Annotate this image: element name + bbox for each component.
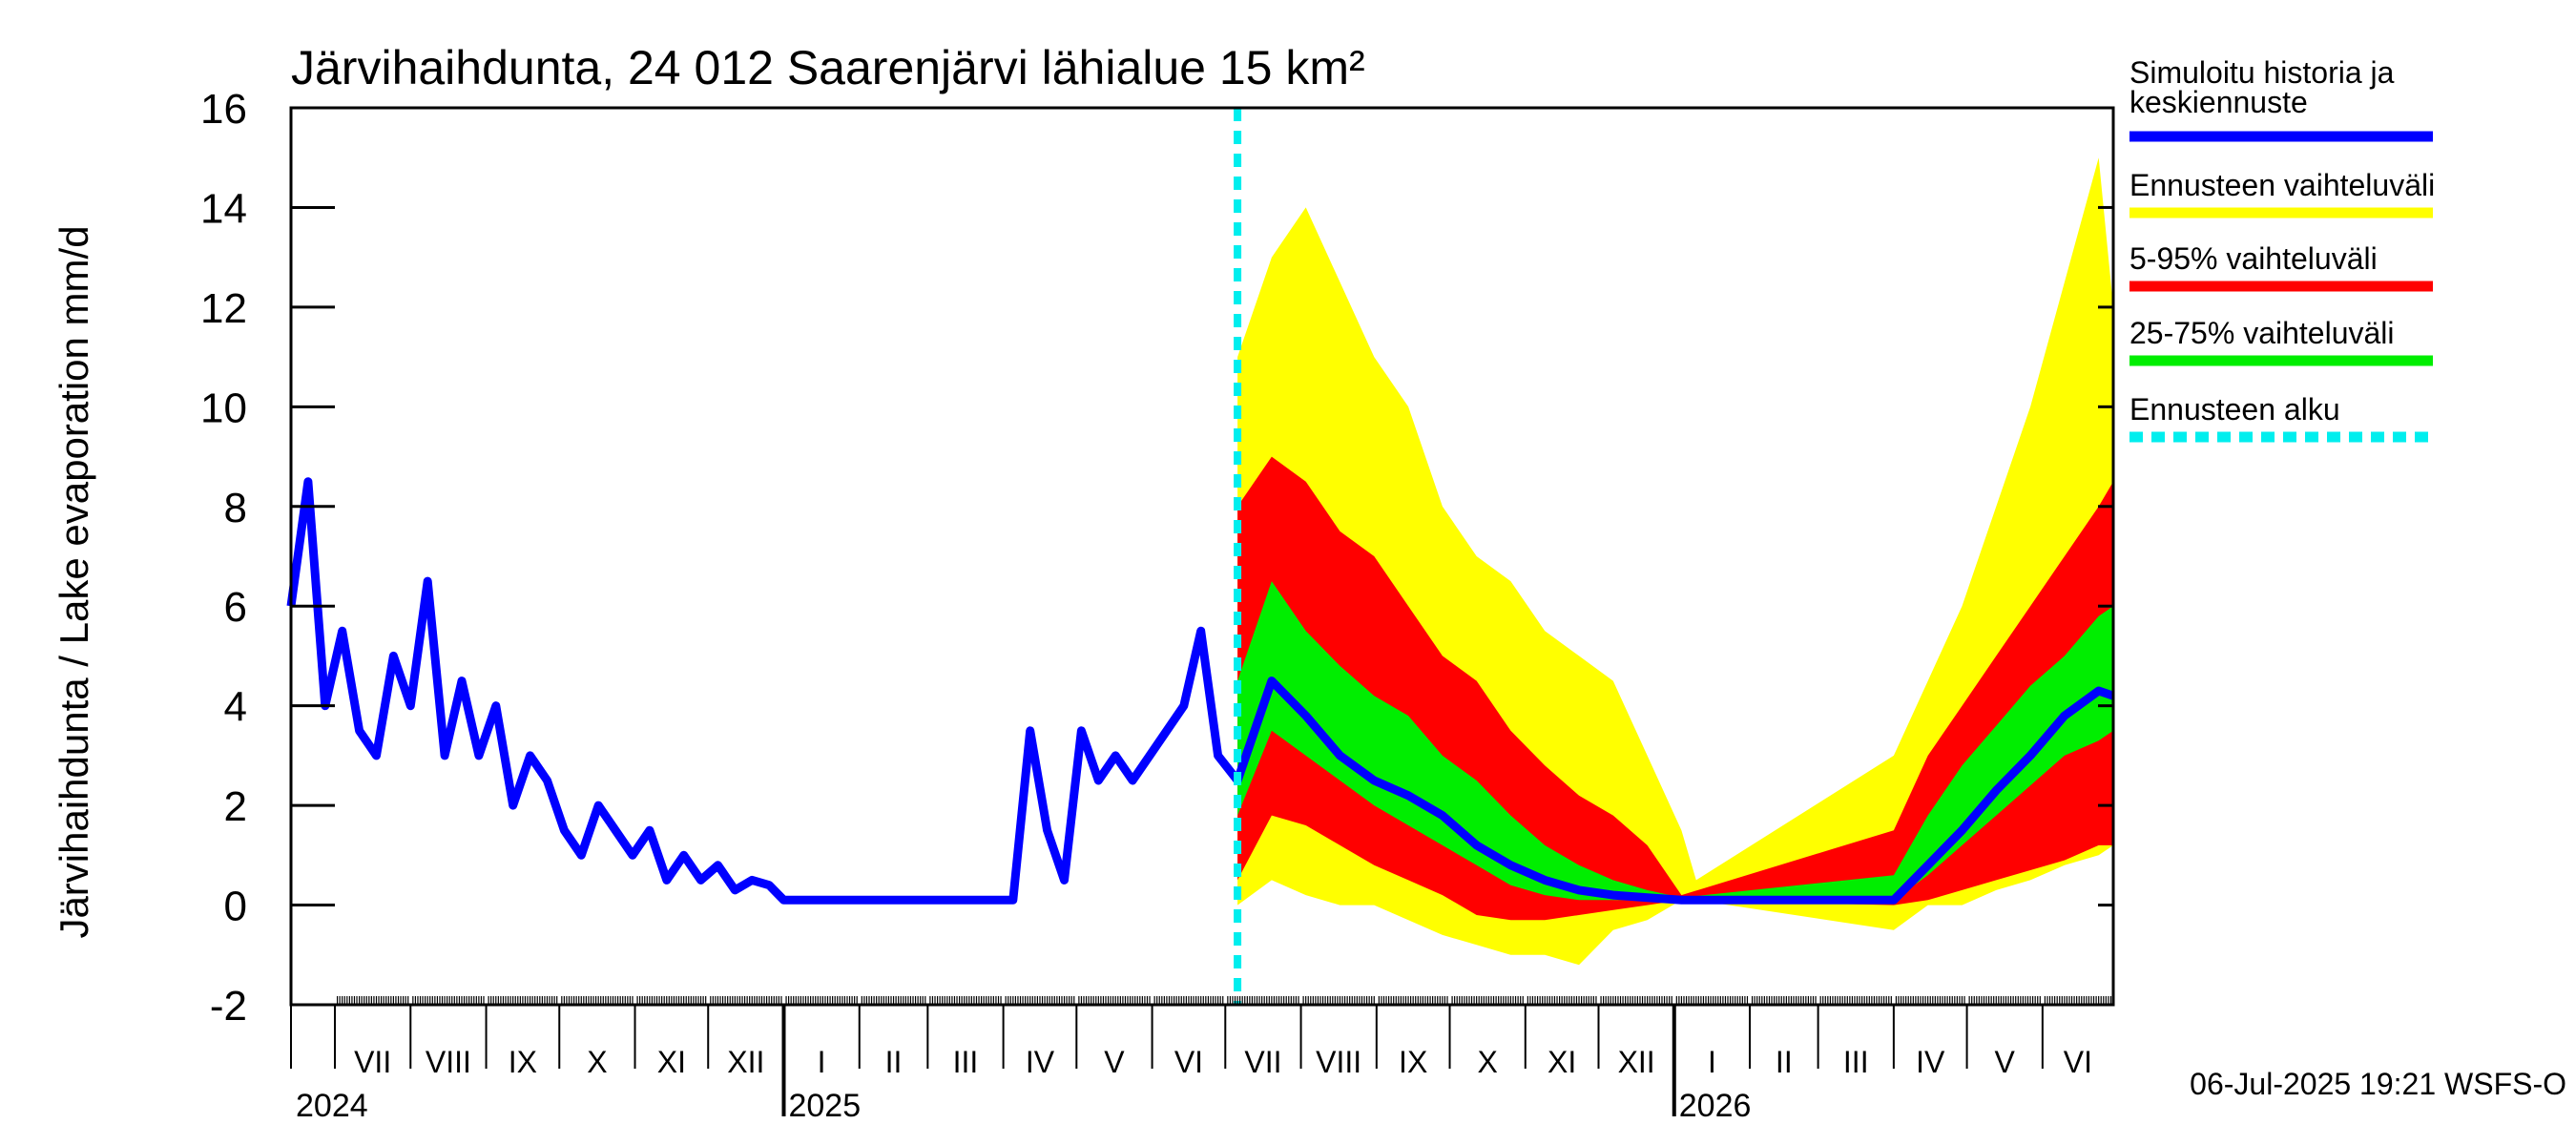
y-tick-label: 12 (200, 285, 247, 332)
history-and-median-line (286, 477, 2115, 905)
month-label: X (1477, 1045, 1497, 1079)
month-label: II (1776, 1045, 1793, 1079)
year-label: 2026 (1679, 1088, 1752, 1124)
month-label: XI (1548, 1045, 1576, 1079)
y-tick-label: 14 (200, 185, 247, 232)
month-label: VII (1244, 1045, 1281, 1079)
month-label: I (1708, 1045, 1716, 1079)
band-3 (1237, 581, 2113, 901)
year-label: 2025 (788, 1088, 861, 1124)
month-label: X (587, 1045, 607, 1079)
y-tick-label: 16 (200, 86, 247, 133)
month-label: IV (1916, 1045, 1945, 1079)
timestamp-footer: 06-Jul-2025 19:21 WSFS-O (2190, 1067, 2566, 1101)
month-label: I (818, 1045, 826, 1079)
month-label: V (1995, 1045, 2016, 1079)
legend-label: Ennusteen vaihteluväli (2129, 168, 2435, 202)
year-label: 2024 (296, 1088, 368, 1124)
month-label: XII (727, 1045, 764, 1079)
month-label: V (1104, 1045, 1125, 1079)
month-label: XI (657, 1045, 686, 1079)
y-axis-label: Järvihaihdunta / Lake evaporation mm/d (52, 225, 96, 938)
legend-label: keskiennuste (2129, 85, 2308, 119)
y-tick-label: 10 (200, 385, 247, 431)
chart-title: Järvihaihdunta, 24 012 Saarenjärvi lähia… (291, 41, 1365, 94)
month-label: XII (1618, 1045, 1655, 1079)
month-label: III (953, 1045, 979, 1079)
plot-lines (286, 108, 2115, 1005)
legend-label: 5-95% vaihteluväli (2129, 241, 2378, 276)
month-label: IV (1026, 1045, 1055, 1079)
y-tick-label: 6 (224, 584, 247, 631)
plot-areas (1237, 157, 2113, 966)
month-label: VI (2064, 1045, 2092, 1079)
y-tick-label: -2 (210, 983, 247, 1030)
month-label: VII (354, 1045, 391, 1079)
month-label: II (885, 1045, 903, 1079)
legend-label: Ennusteen alku (2129, 392, 2340, 427)
y-tick-label: 8 (224, 485, 247, 531)
y-axis: -2 0 2 4 6 8 10 12 14 16 (200, 86, 2113, 1030)
x-axis: VII VIII IX X XI XII I II III IV V VI VII VIII IX X XI XI… (290, 996, 2112, 1124)
month-label: IX (509, 1045, 537, 1079)
month-label: VIII (426, 1045, 471, 1079)
y-tick-label: 0 (224, 884, 247, 930)
y-tick-label: 4 (224, 684, 247, 731)
month-label: VI (1174, 1045, 1203, 1079)
month-label: III (1843, 1045, 1869, 1079)
plot-border (289, 106, 2115, 1007)
y-tick-label: 2 (224, 783, 247, 830)
month-label: IX (1399, 1045, 1427, 1079)
legend-label: 25-75% vaihteluväli (2129, 316, 2395, 350)
plot-frame (289, 106, 2115, 1007)
month-label: VIII (1316, 1045, 1361, 1079)
legend-label: Simuloitu historia ja (2129, 55, 2395, 90)
